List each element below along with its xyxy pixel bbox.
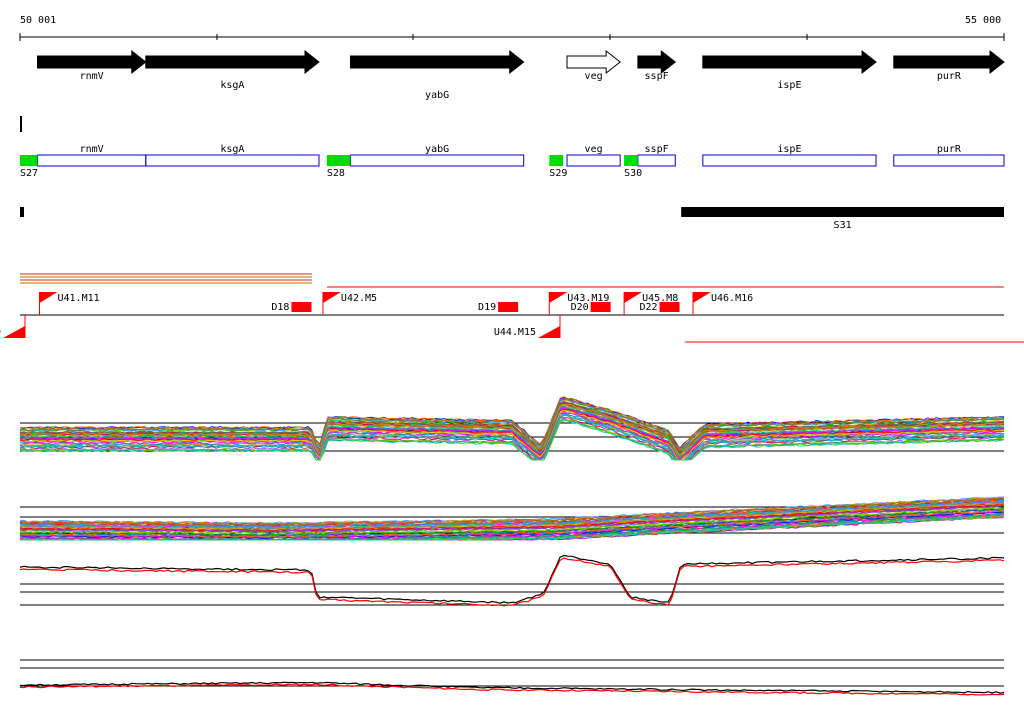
segment-s30	[624, 155, 638, 166]
gene-label-yabg: yabG	[425, 90, 449, 101]
expression-series-line	[19, 516, 1005, 541]
gene-box-sspf	[637, 154, 676, 167]
gene-box-label-ispe: ispE	[777, 144, 801, 155]
expression-series-line	[19, 404, 1005, 458]
gene-box-label-yabg: yabG	[425, 144, 449, 155]
gene-box-ksga	[145, 154, 320, 167]
gene-label-ispe: ispE	[777, 80, 801, 91]
gene-label-veg: veg	[585, 71, 603, 82]
gene-label-purr: purR	[937, 71, 962, 82]
expression-series-line	[20, 681, 1005, 694]
terminator-d22	[659, 302, 680, 312]
gene-box-label-ksga: ksgA	[220, 144, 244, 155]
expression-series-line	[19, 557, 1005, 607]
expression-series-line	[19, 396, 1005, 450]
expression-series-line	[19, 554, 1005, 604]
gene-label-ksga: ksgA	[220, 80, 244, 91]
expression-series-line	[19, 498, 1005, 526]
transcription-unit-track: U41.M11 U42.M5 U43.M19 U44.M15 U45.M8 U46.M16…	[0, 273, 1024, 343]
promoter-flag-u42-m5	[322, 292, 341, 303]
expression-series-line	[19, 496, 1005, 525]
gene-arrow-purr	[893, 49, 1005, 75]
gene-box-label-purr: purR	[937, 144, 962, 155]
gene-arrow-yabg	[349, 49, 525, 75]
expression-series-line	[19, 504, 1005, 533]
segment-label-s30: S30	[624, 168, 642, 179]
segment-label-s27: S27	[20, 168, 38, 179]
expression-series-line	[20, 419, 1005, 461]
tu-label-u44-m15: U44.M15	[494, 327, 536, 338]
expression-plots	[19, 396, 1005, 696]
expression-series-line	[19, 499, 1004, 528]
gene-arrow-ksga	[145, 49, 320, 75]
expression-series-line	[19, 508, 1005, 536]
gene-box-label-sspf: sspF	[645, 144, 669, 155]
segment-label-s28: S28	[327, 168, 345, 179]
terminator-d18	[291, 302, 312, 312]
expression-series-line	[19, 405, 1005, 459]
ruler-start-label: 50 001	[20, 15, 56, 26]
gene-box-ispe	[702, 154, 877, 167]
promoter-flag-u45-m8	[624, 292, 643, 303]
promoter-flag-u43-m19	[549, 292, 568, 303]
terminator-label-d20: D20	[571, 302, 589, 313]
terminator-label-d18: D18	[271, 302, 289, 313]
terminator-label-d19: D19	[478, 302, 496, 313]
gene-box-track: rnmV ksgA yabG veg sspF ispE purR	[20, 116, 1005, 167]
promoter-flag-u41-m11	[39, 292, 58, 303]
gene-box-yabg	[349, 154, 525, 167]
gene-arrow-rnmv	[37, 49, 147, 75]
promoter-flag-9	[3, 326, 25, 338]
expression-series-line	[19, 417, 1005, 461]
segment-s28	[326, 155, 351, 166]
gene-arrow-track: rnmV ksgA yabG veg sspF ispE purR	[37, 49, 1005, 101]
expression-series-line	[19, 510, 1005, 539]
expression-series-line	[19, 683, 1005, 696]
expression-series-line	[19, 409, 1005, 461]
expression-series-line	[19, 415, 1005, 461]
gene-box-veg	[566, 154, 621, 167]
expression-series-line	[19, 412, 1005, 461]
segment-label-s29: S29	[549, 168, 567, 179]
expression-series-line	[19, 399, 1005, 452]
terminator-d19	[498, 302, 519, 312]
expression-series-line	[19, 513, 1005, 541]
gene-box-label-veg: veg	[585, 144, 603, 155]
promoter-flag-u44-m15	[538, 326, 560, 338]
gene-label-rnmv: rnmV	[80, 71, 104, 82]
segment-label-s31: S31	[834, 220, 852, 231]
expression-series-line	[20, 403, 1005, 456]
gene-label-sspf: sspF	[645, 71, 669, 82]
gene-arrow-sspf	[637, 49, 677, 75]
track-start-marker	[20, 116, 22, 132]
coordinate-ruler: 50 001 55 000	[19, 15, 1005, 41]
terminator-d20	[590, 302, 611, 312]
segment-s29	[549, 155, 564, 166]
tu-label-u45-m8: U45.M8	[642, 293, 678, 304]
gene-box-rnmv	[37, 154, 147, 167]
expression-series-line	[19, 419, 1005, 461]
expression-series-line	[19, 500, 1005, 529]
gene-arrow-ispe	[702, 49, 877, 75]
tu-label-u41-m11: U41.M11	[57, 293, 99, 304]
expression-series-line	[19, 509, 1005, 538]
gene-box-purr	[893, 154, 1005, 167]
gene-arrow-veg	[566, 49, 621, 75]
segment-track: S27 S28 S29 S30 S31	[20, 155, 1004, 231]
tu-label-9: 9	[0, 327, 1, 338]
tu-label-u42-m5: U42.M5	[341, 293, 377, 304]
segment-s31	[681, 207, 1004, 217]
gene-box-label-rnmv: rnmV	[80, 144, 104, 155]
ruler-end-label: 55 000	[965, 15, 1001, 26]
segment-s27	[20, 155, 38, 166]
expression-series-line	[19, 400, 1005, 454]
promoter-flag-u46-m16	[692, 292, 711, 303]
segment-start-marker	[20, 207, 24, 217]
expression-series-line	[19, 506, 1005, 535]
tu-label-u43-m19: U43.M19	[567, 293, 609, 304]
terminator-label-d22: D22	[639, 302, 657, 313]
tu-label-u46-m16: U46.M16	[711, 293, 753, 304]
